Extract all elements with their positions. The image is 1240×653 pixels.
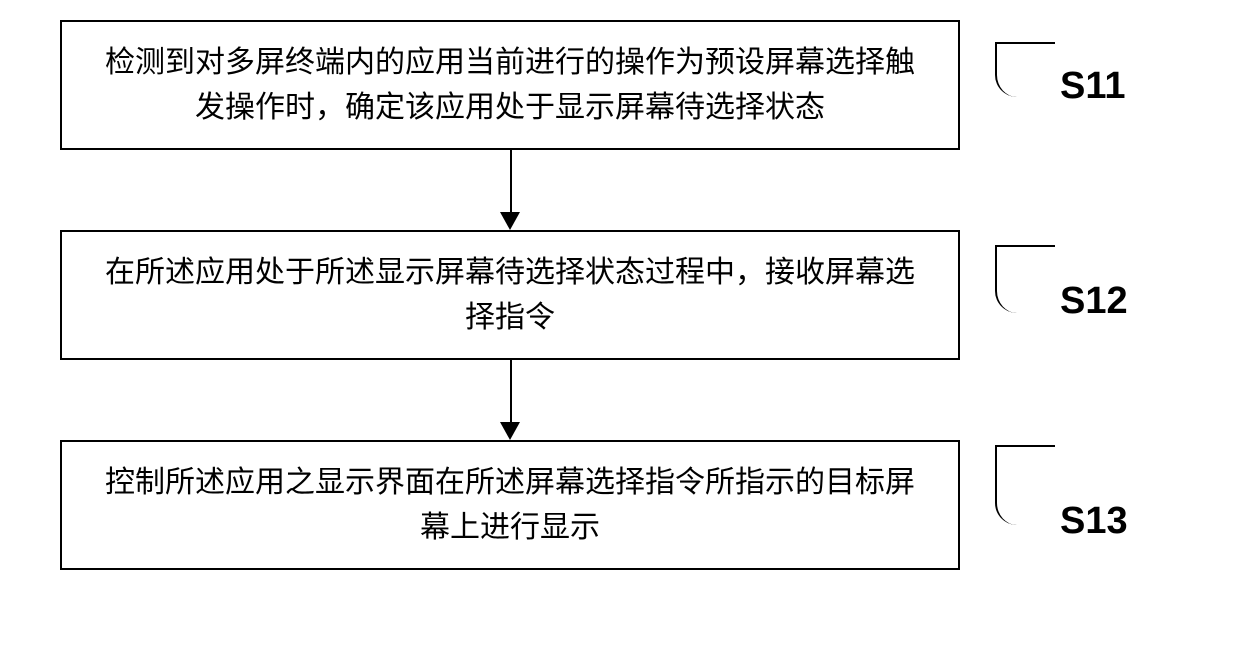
flowchart-node: 在所述应用处于所述显示屏幕待选择状态过程中，接收屏幕选择指令: [60, 230, 960, 360]
flowchart-node: 控制所述应用之显示界面在所述屏幕选择指令所指示的目标屏幕上进行显示: [60, 440, 960, 570]
arrow-head: [500, 422, 520, 440]
flowchart-node: 检测到对多屏终端内的应用当前进行的操作为预设屏幕选择触发操作时，确定该应用处于显…: [60, 20, 960, 150]
node-label: S11: [1060, 65, 1126, 108]
label-connector: [995, 445, 1055, 525]
flowchart-arrow: [60, 150, 960, 230]
node-label: S12: [1060, 280, 1128, 323]
node-text: 检测到对多屏终端内的应用当前进行的操作为预设屏幕选择触发操作时，确定该应用处于显…: [102, 40, 918, 130]
arrow-head: [500, 212, 520, 230]
flowchart-container: 检测到对多屏终端内的应用当前进行的操作为预设屏幕选择触发操作时，确定该应用处于显…: [60, 20, 1180, 570]
flowchart-arrow: [60, 360, 960, 440]
label-connector: [995, 42, 1055, 97]
node-text: 控制所述应用之显示界面在所述屏幕选择指令所指示的目标屏幕上进行显示: [102, 460, 918, 550]
label-connector: [995, 245, 1055, 313]
node-label: S13: [1060, 500, 1128, 543]
arrow-line: [510, 360, 512, 430]
arrow-line: [510, 150, 512, 220]
node-text: 在所述应用处于所述显示屏幕待选择状态过程中，接收屏幕选择指令: [102, 250, 918, 340]
